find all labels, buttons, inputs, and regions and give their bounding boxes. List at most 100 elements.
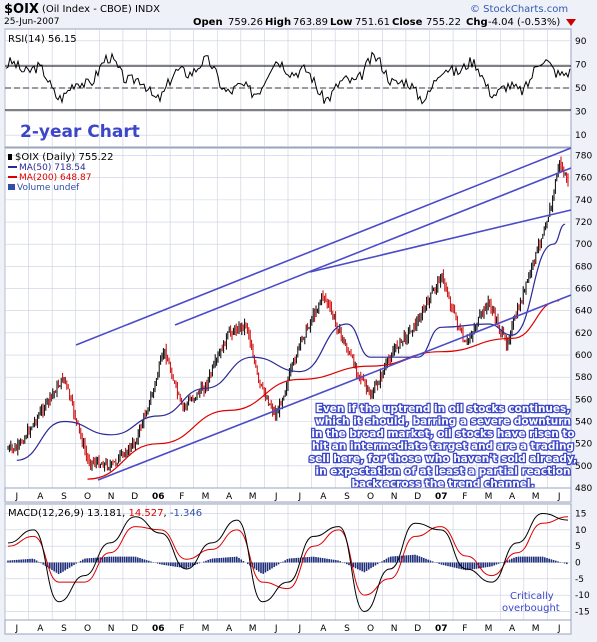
macd-tick-label: 10 <box>575 526 587 536</box>
annotation-line: Even if the uptrend in oil stocks contin… <box>316 403 571 415</box>
index-name: (Oil Index - CBOE) INDX <box>42 4 160 15</box>
high-label: High <box>265 17 291 28</box>
annotation-line: hit an intermediate target and are a tra… <box>312 441 574 453</box>
x-tick-label-bottom: O <box>367 624 374 634</box>
macd-label-prefix: MACD(12,26,9) <box>8 508 84 519</box>
high-value: 763.89 <box>293 17 328 28</box>
x-axis-bar-top <box>4 487 572 503</box>
x-tick-label-bottom: J <box>557 624 561 634</box>
x-tick-label-top: M <box>532 492 540 502</box>
rsi-tick-label: 30 <box>575 108 587 118</box>
x-tick-label-bottom: D <box>131 624 138 634</box>
x-tick-label-bottom: D <box>414 624 421 634</box>
x-tick-label-top: A <box>37 492 44 502</box>
x-tick-label-top: O <box>367 492 374 502</box>
x-tick-label-bottom: A <box>320 624 327 634</box>
x-tick-label-bottom: J <box>297 624 301 634</box>
price-tick-label: 740 <box>575 196 592 206</box>
x-tick-label-bottom: N <box>391 624 398 634</box>
price-tick-label: 520 <box>575 440 592 450</box>
rsi-label: RSI(14) 56.15 <box>8 34 77 45</box>
macd-tick-label: 0 <box>575 559 581 569</box>
rsi-line <box>5 51 571 105</box>
price-tick-label: 480 <box>575 484 592 494</box>
price-tick-label: 640 <box>575 307 592 317</box>
x-tick-label-top: A <box>509 492 516 502</box>
legend-ma50: MA(50) 718.54 <box>19 163 86 173</box>
x-tick-label-top: F <box>462 492 467 502</box>
x-tick-label-top: N <box>108 492 115 502</box>
price-tick-label: 540 <box>575 418 592 428</box>
macd-histogram <box>7 554 568 575</box>
x-tick-label-top: J <box>274 492 278 502</box>
x-tick-label-top: D <box>414 492 421 502</box>
x-tick-label-bottom: M <box>202 624 210 634</box>
x-axis-top: J A S O N D 06 F M A M J J A S O N D 07 F M A M J <box>14 492 560 502</box>
macd-tick-label: 5 <box>575 542 581 552</box>
x-tick-label-top: M <box>485 492 493 502</box>
x-tick-label-top: O <box>84 492 91 502</box>
price-tick-label: 580 <box>575 373 592 383</box>
ticker-symbol: $OIX <box>4 2 39 17</box>
x-tick-label-bottom: M <box>249 624 257 634</box>
price-tick-label: 700 <box>575 240 592 250</box>
x-tick-label-top: S <box>61 492 67 502</box>
x-tick-label-bottom: J <box>14 624 18 634</box>
price-tick-label: 680 <box>575 262 592 272</box>
channel-middle-line <box>174 167 572 326</box>
x-tick-label-top: D <box>131 492 138 502</box>
price-tick-label: 620 <box>575 329 592 339</box>
x-tick-label-bottom: 06 <box>152 624 165 634</box>
legend-volume: Volume undef <box>17 183 80 193</box>
macd-tick-label: -5 <box>575 575 584 585</box>
ma200-line <box>87 300 560 480</box>
annotation-text: Even if the uptrend in oil stocks contin… <box>308 402 578 492</box>
price-axis: 780 760 740 720 700 680 660 640 620 600 580 560 540 5… <box>575 152 592 494</box>
channel-lower-line <box>97 294 572 481</box>
x-tick-label-top: J <box>557 492 561 502</box>
rsi-tick-label: 70 <box>575 60 587 70</box>
low-label: Low <box>330 17 352 28</box>
annotation-line: sell here, for those who haven't sold al… <box>309 453 577 465</box>
macd-value: 13.181 <box>87 508 122 519</box>
open-label: Open <box>193 17 223 28</box>
annotation-line: in the broad market, oil stocks have ris… <box>311 428 574 440</box>
chg-value: -4.04 (-0.53%) <box>488 17 560 28</box>
open-value: 759.26 <box>228 17 263 28</box>
chart-title: 2-year Chart <box>20 122 140 142</box>
price-tick-label: 720 <box>575 218 592 228</box>
price-legend-icon <box>8 154 12 160</box>
x-tick-label-top: S <box>344 492 350 502</box>
x-tick-label-bottom: 07 <box>435 624 448 634</box>
macd-label: MACD(12,26,9) 13.181, 14.527, -1.346 <box>8 508 202 519</box>
macd-tick-label: -15 <box>575 607 590 617</box>
x-tick-label-bottom: S <box>344 624 350 634</box>
x-tick-label-top: 07 <box>435 492 448 502</box>
volume-legend-icon <box>8 184 15 190</box>
x-tick-label-top: F <box>179 492 184 502</box>
x-tick-label-bottom: A <box>37 624 44 634</box>
x-tick-label-bottom: F <box>179 624 184 634</box>
macd-tick-label: -10 <box>575 591 590 601</box>
macd-axis: 15 10 5 0 -5 -10 -15 <box>575 510 590 618</box>
price-tick-label: 560 <box>575 395 592 405</box>
x-tick-label-bottom: N <box>108 624 115 634</box>
low-value: 751.61 <box>355 17 390 28</box>
rsi-tick-label: 50 <box>575 84 587 94</box>
x-axis-bar-bottom <box>4 619 572 635</box>
x-tick-label-bottom: A <box>509 624 516 634</box>
x-tick-label-bottom: O <box>84 624 91 634</box>
chart-date: 25-Jun-2007 <box>4 17 59 27</box>
macd-tick-label: 15 <box>575 510 586 520</box>
macd-hist-value: -1.346 <box>170 508 202 519</box>
x-tick-label-top: 06 <box>152 492 165 502</box>
x-tick-label-top: J <box>297 492 301 502</box>
close-value: 755.22 <box>426 17 461 28</box>
x-axis-bottom: J A S O N D 06 F M A M J J A S O N D 07 F M A M J <box>14 624 560 634</box>
trend-channel <box>75 147 572 481</box>
x-tick-label-top: A <box>226 492 233 502</box>
x-tick-label-top: A <box>320 492 327 502</box>
legend-ma200: MA(200) 648.87 <box>19 173 91 183</box>
